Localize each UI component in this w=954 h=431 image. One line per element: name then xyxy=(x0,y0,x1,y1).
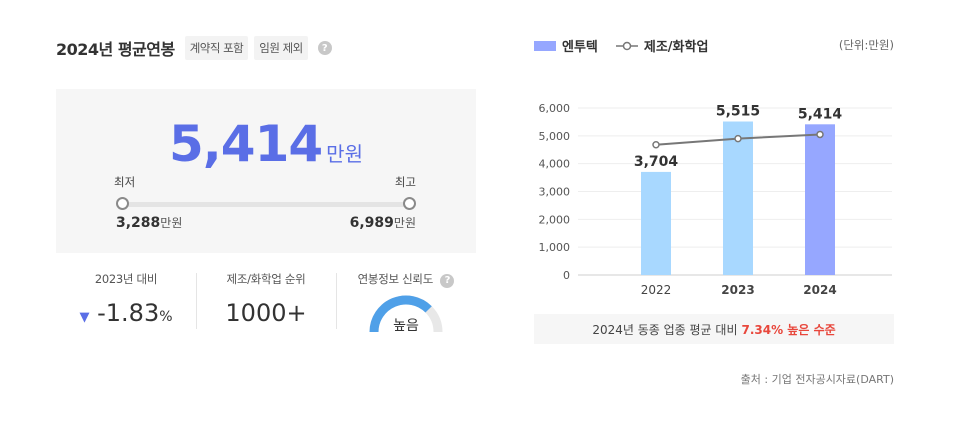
bar xyxy=(723,121,753,275)
reliability-value: 높음 xyxy=(393,318,419,334)
reliability-label: 연봉정보 신뢰도 ? xyxy=(336,271,476,288)
x-tick-label: 2022 xyxy=(641,283,672,297)
max-salary: 6,989만원 xyxy=(350,214,416,231)
yoy-label: 2023년 대비 xyxy=(94,272,158,286)
comparison-note: 2024년 동종 업종 평균 대비 7.34% 높은 수준 xyxy=(534,314,894,344)
reliability-gauge: 높음 xyxy=(369,295,443,334)
down-triangle-icon: ▼ xyxy=(79,310,90,325)
industry-point xyxy=(734,134,742,143)
comparison-text: 2024년 동종 업종 평균 대비 xyxy=(592,322,738,337)
bar-value-label: 5,515 xyxy=(716,103,760,119)
y-tick-label: 3,000 xyxy=(539,186,571,199)
bar xyxy=(805,124,835,275)
range-max-dot xyxy=(403,197,416,210)
yoy-value-row: ▼ -1.83% xyxy=(56,299,196,327)
y-tick-label: 5,000 xyxy=(539,130,571,143)
y-tick-label: 1,000 xyxy=(539,241,571,254)
comparison-value: 7.34% 높은 수준 xyxy=(741,322,836,337)
legend-bar-swatch xyxy=(534,40,556,51)
tag-contract-included: 계약직 포함 xyxy=(184,36,249,60)
stat-divider xyxy=(196,273,197,329)
industry-point xyxy=(816,130,824,139)
min-salary-unit: 만원 xyxy=(160,216,183,230)
max-salary-unit: 만원 xyxy=(393,216,416,230)
y-tick-label: 4,000 xyxy=(539,158,571,171)
x-tick-label: 2023 xyxy=(721,283,754,297)
reliability-stat: 연봉정보 신뢰도 ? 높음 xyxy=(336,271,476,340)
yoy-value: -1.83 xyxy=(97,299,160,327)
tag-executive-excluded: 임원 제외 xyxy=(254,36,308,60)
rank-label: 제조/화학업 순위 xyxy=(226,272,306,286)
help-icon[interactable]: ? xyxy=(440,273,455,288)
average-salary: 5,414 만원 xyxy=(56,115,476,173)
legend-industry: 제조/화학업 xyxy=(643,40,709,55)
unit-note: (단위:만원) xyxy=(838,38,894,52)
bar-value-label: 3,704 xyxy=(634,154,679,170)
legend-line-swatch xyxy=(615,41,638,50)
title-row: 2024년 평균연봉 계약직 포함 임원 제외 ? xyxy=(56,36,332,60)
max-label: 최고 xyxy=(394,175,416,189)
stats-row: 2023년 대비 ▼ -1.83% 제조/화학업 순위 1000+ 연봉정보 신… xyxy=(56,271,476,334)
gauge-fill xyxy=(369,295,432,332)
average-salary-unit: 만원 xyxy=(326,142,363,166)
rank-stat: 제조/화학업 순위 1000+ xyxy=(196,271,336,327)
salary-bar-chart: 6,000 5,000 4,000 3,000 2,000 1,000 0 3,704 2022… xyxy=(539,102,892,297)
average-salary-value: 5,414 xyxy=(169,115,323,173)
yoy-stat: 2023년 대비 ▼ -1.83% xyxy=(56,271,196,327)
stat-divider xyxy=(336,273,337,329)
min-salary: 3,288만원 xyxy=(116,214,182,231)
min-label: 최저 xyxy=(114,175,136,189)
help-icon[interactable]: ? xyxy=(317,41,332,55)
y-tick-label: 0 xyxy=(563,269,570,282)
y-tick-label: 6,000 xyxy=(539,102,571,115)
page-title: 2024년 평균연봉 xyxy=(56,40,175,59)
rank-value: 1000+ xyxy=(225,299,307,327)
x-tick-label: 2024 xyxy=(803,283,836,297)
industry-point xyxy=(652,140,660,149)
salary-range-track xyxy=(122,202,410,207)
legend-company: 엔투텍 xyxy=(562,40,598,55)
salary-box: 5,414 만원 최저 최고 3,288만원 6,989만원 xyxy=(56,89,476,253)
bar xyxy=(641,171,671,275)
range-min-dot xyxy=(116,197,129,210)
min-salary-value: 3,288 xyxy=(116,215,161,231)
reliability-label-text: 연봉정보 신뢰도 xyxy=(357,272,434,286)
yoy-unit: % xyxy=(159,309,173,325)
source-note: 출처 : 기업 전자공시자료(DART) xyxy=(740,373,894,386)
chart-legend: 엔투텍 제조/화학업 xyxy=(534,36,708,55)
max-salary-value: 6,989 xyxy=(349,215,394,231)
bar-value-label: 5,414 xyxy=(798,106,843,122)
y-tick-label: 2,000 xyxy=(539,213,571,226)
